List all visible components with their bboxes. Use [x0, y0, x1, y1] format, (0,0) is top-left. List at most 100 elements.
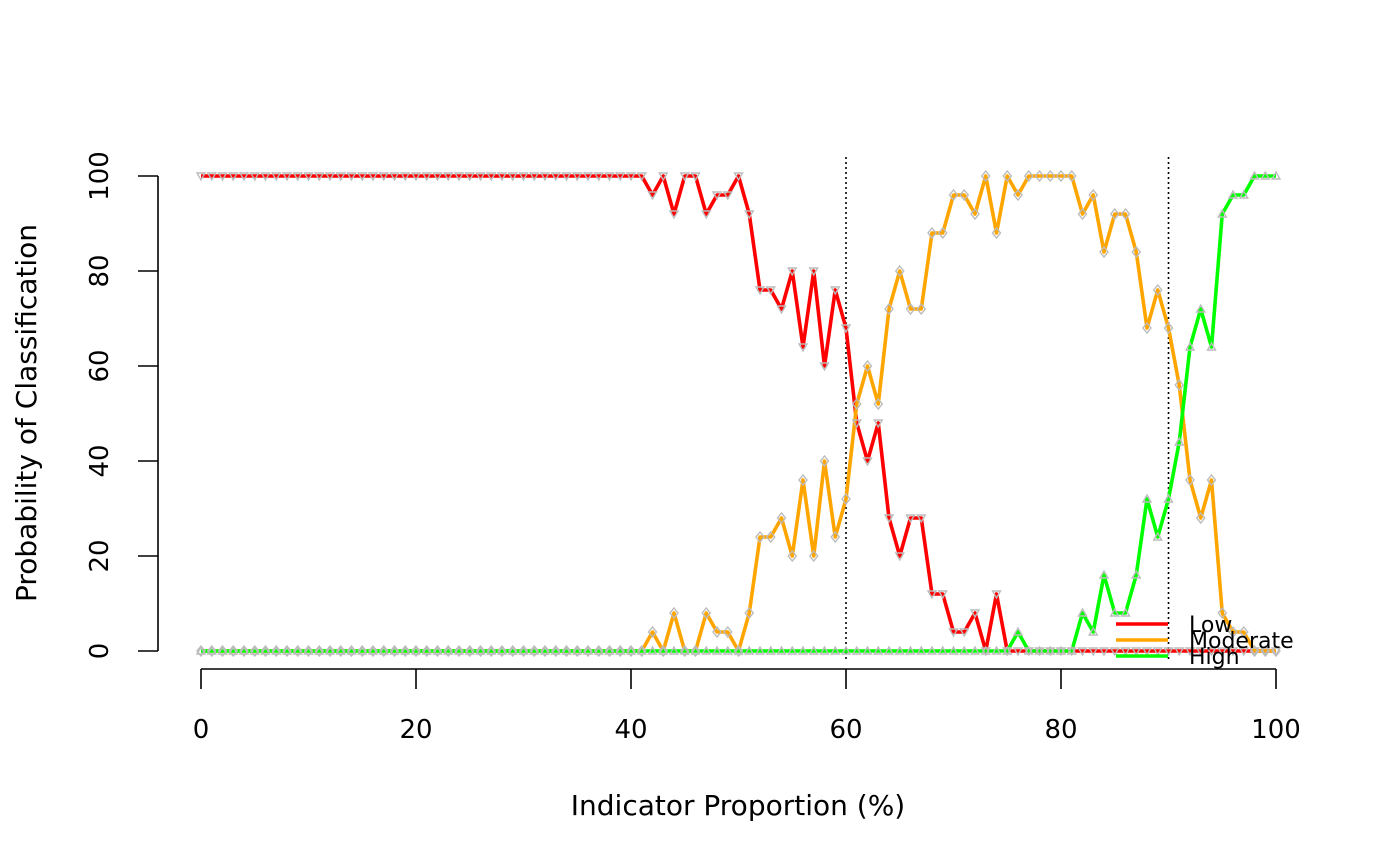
point-high-72 — [969, 645, 981, 655]
point-high-64 — [883, 645, 895, 655]
point-moderate-39 — [615, 644, 626, 658]
point-low-5 — [249, 172, 260, 182]
point-high-67 — [916, 645, 927, 655]
point-moderate-93 — [1195, 511, 1206, 525]
point-high-20 — [410, 645, 422, 655]
point-moderate-32 — [540, 644, 550, 658]
point-low-29 — [507, 172, 518, 182]
point-low-49 — [722, 191, 733, 201]
point-low-3 — [228, 172, 239, 182]
point-high-79 — [1045, 645, 1056, 655]
point-low-97 — [1238, 647, 1249, 657]
point-moderate-61 — [851, 397, 862, 411]
point-high-81 — [1066, 645, 1077, 655]
point-moderate-52 — [755, 530, 765, 544]
point-low-34 — [561, 172, 572, 182]
y-tick-label-4: 80 — [85, 254, 115, 287]
x-tick-label-3: 60 — [829, 715, 862, 745]
point-high-45 — [679, 645, 690, 655]
point-high-63 — [873, 645, 884, 655]
point-low-8 — [281, 172, 293, 182]
point-moderate-72 — [970, 207, 980, 221]
point-moderate-0 — [196, 644, 206, 658]
point-moderate-81 — [1066, 169, 1077, 183]
point-low-60 — [840, 324, 852, 334]
point-high-75 — [1002, 645, 1013, 655]
point-moderate-96 — [1228, 625, 1238, 639]
point-high-30 — [518, 645, 529, 655]
point-moderate-5 — [249, 644, 260, 658]
point-high-97 — [1238, 189, 1249, 199]
point-moderate-8 — [282, 644, 292, 658]
point-moderate-68 — [927, 226, 937, 240]
point-low-90 — [1163, 647, 1174, 657]
point-moderate-66 — [905, 302, 916, 316]
point-high-71 — [959, 645, 970, 655]
point-high-0 — [195, 645, 207, 655]
point-moderate-2 — [217, 644, 228, 658]
point-moderate-92 — [1185, 473, 1195, 487]
point-low-91 — [1174, 647, 1185, 657]
point-low-99 — [1260, 647, 1271, 657]
point-high-44 — [668, 645, 680, 655]
point-low-88 — [1141, 647, 1153, 657]
point-moderate-13 — [335, 644, 346, 658]
point-low-44 — [668, 210, 680, 220]
point-moderate-67 — [916, 302, 927, 316]
point-low-82 — [1077, 647, 1088, 657]
point-high-18 — [389, 645, 400, 655]
point-moderate-76 — [1013, 188, 1023, 202]
point-high-100 — [1270, 170, 1282, 180]
point-moderate-48 — [712, 625, 722, 639]
point-high-21 — [421, 645, 432, 655]
point-moderate-16 — [368, 644, 378, 658]
point-high-36 — [582, 645, 594, 655]
point-high-9 — [292, 645, 303, 655]
point-moderate-18 — [389, 644, 400, 658]
point-low-43 — [658, 172, 669, 182]
point-high-99 — [1260, 170, 1271, 180]
point-low-64 — [883, 514, 895, 524]
point-high-77 — [1023, 645, 1034, 655]
point-moderate-37 — [593, 644, 604, 658]
point-low-89 — [1152, 647, 1163, 657]
point-low-32 — [539, 172, 551, 182]
x-axis-title: Indicator Proportion (%) — [571, 789, 905, 822]
legend-label-low: Low — [1189, 613, 1232, 638]
point-low-59 — [830, 286, 841, 296]
point-moderate-95 — [1217, 606, 1228, 620]
point-high-69 — [937, 645, 948, 655]
point-low-25 — [464, 172, 475, 182]
point-high-35 — [572, 645, 583, 655]
point-low-54 — [776, 305, 787, 315]
point-low-12 — [324, 172, 336, 182]
point-moderate-17 — [378, 644, 389, 658]
point-moderate-26 — [475, 644, 486, 658]
point-low-65 — [894, 552, 905, 562]
point-high-85 — [1109, 607, 1120, 617]
point-low-37 — [593, 172, 604, 182]
point-high-74 — [991, 645, 1002, 655]
point-high-46 — [690, 645, 701, 655]
point-high-3 — [228, 645, 239, 655]
point-low-17 — [378, 172, 389, 182]
point-high-61 — [851, 645, 862, 655]
point-high-47 — [701, 645, 712, 655]
point-low-85 — [1109, 647, 1120, 657]
point-moderate-74 — [991, 226, 1002, 240]
point-high-92 — [1184, 341, 1196, 351]
point-high-22 — [432, 645, 443, 655]
point-low-76 — [1012, 647, 1024, 657]
point-high-39 — [615, 645, 626, 655]
point-moderate-41 — [636, 644, 647, 658]
point-low-74 — [991, 590, 1002, 600]
point-moderate-63 — [873, 397, 884, 411]
point-moderate-23 — [443, 644, 454, 658]
point-low-20 — [410, 172, 422, 182]
point-low-69 — [937, 590, 948, 600]
point-high-48 — [711, 645, 723, 655]
point-high-29 — [507, 645, 518, 655]
point-high-76 — [1012, 626, 1024, 636]
axes — [157, 176, 1276, 670]
point-high-24 — [453, 645, 465, 655]
